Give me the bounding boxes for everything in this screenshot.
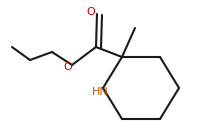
Text: O: O	[86, 7, 95, 17]
Text: HN: HN	[91, 87, 108, 97]
Text: O: O	[63, 62, 72, 72]
